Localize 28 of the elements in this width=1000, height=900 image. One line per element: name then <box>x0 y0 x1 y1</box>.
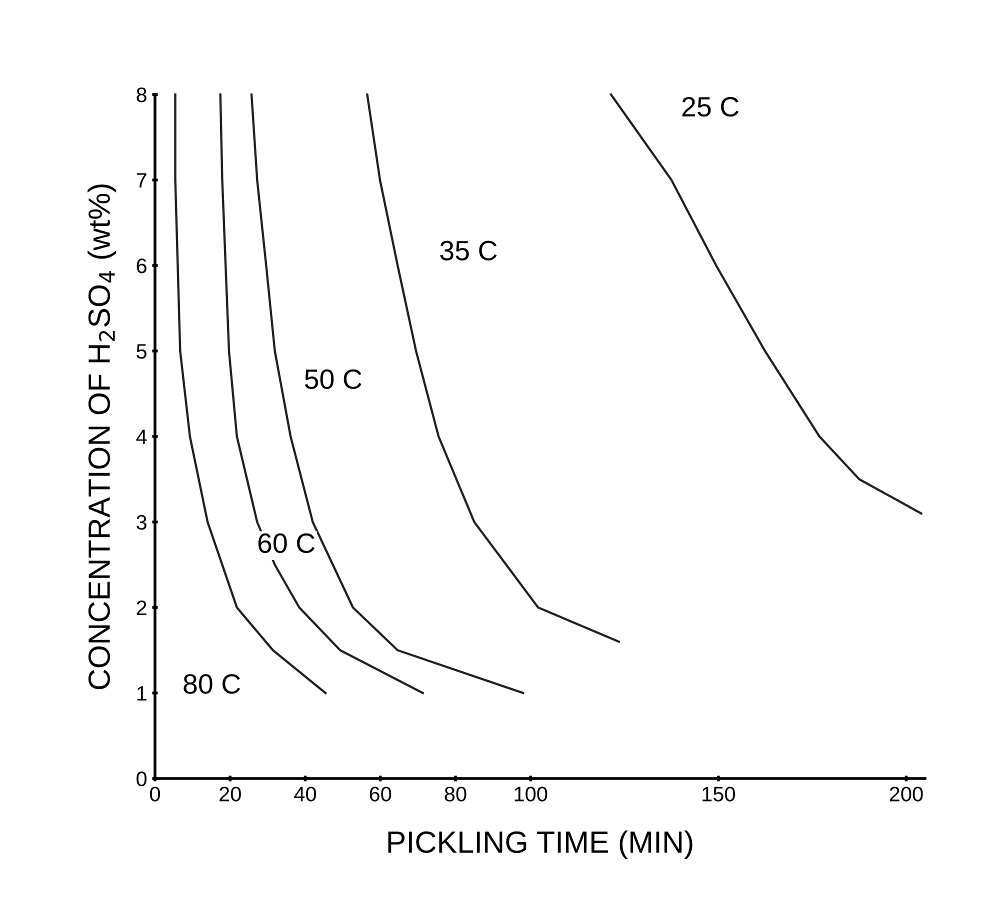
line-series <box>219 93 424 694</box>
y-tick-label: 4 <box>136 430 147 444</box>
series-label: 25 C <box>682 96 739 117</box>
series-label: 50 C <box>304 369 362 390</box>
line-series <box>366 93 620 643</box>
x-axis-title: PICKLING TIME (MIN) <box>388 830 692 860</box>
x-tick-label: 200 <box>890 786 923 802</box>
x-tick-label: 100 <box>514 786 548 802</box>
series-label: 35 C <box>440 240 497 260</box>
y-tick-label: 3 <box>136 515 146 530</box>
y-tick-label: 5 <box>136 344 146 359</box>
y-tick-label: 8 <box>136 88 146 102</box>
y-tick-label: 1 <box>137 686 146 701</box>
x-tick-label: 40 <box>294 786 316 802</box>
y-axis-title: CONCENTRATION OF H$_{2}$SO$_{4}$ (wt%) <box>88 184 116 690</box>
y-tick-label: 2 <box>136 600 146 616</box>
x-tick-label: 80 <box>444 786 466 802</box>
series-label: 60 C <box>258 533 315 554</box>
x-tick-label: 0 <box>150 786 160 802</box>
line-series <box>250 93 524 694</box>
line-series <box>610 93 922 515</box>
x-tick-label: 150 <box>702 786 735 802</box>
series-label: 80 C <box>184 674 240 694</box>
y-tick-label: 0 <box>136 772 147 786</box>
y-tick-label: 6 <box>136 258 146 274</box>
x-tick-label: 60 <box>370 786 392 802</box>
y-tick-label: 7 <box>136 173 146 188</box>
x-tick-label: 20 <box>220 786 241 802</box>
